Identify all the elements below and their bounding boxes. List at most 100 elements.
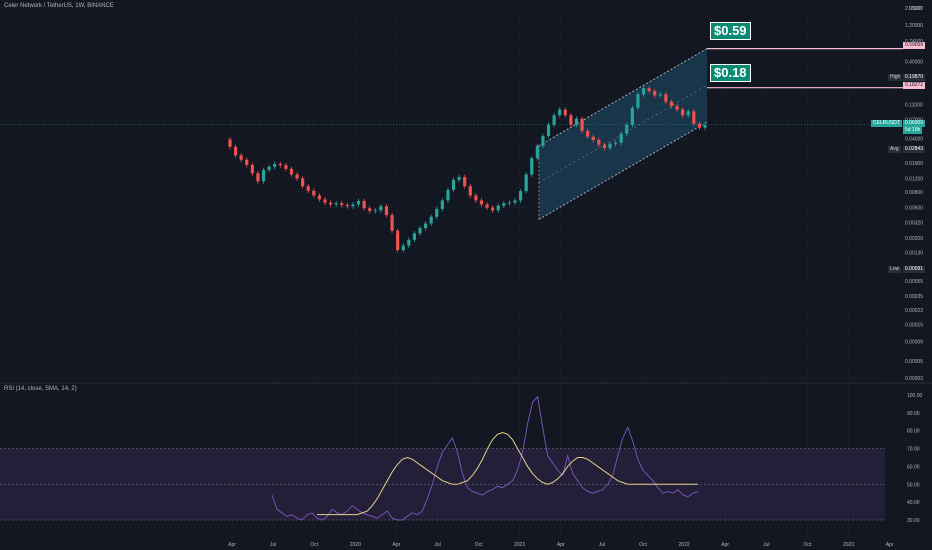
rsi-tick-label: 60.00 (907, 464, 920, 470)
candle-body (563, 109, 567, 116)
high-label: High (888, 74, 903, 81)
time-tick-label: Apr (721, 542, 729, 548)
candle-body (530, 158, 534, 175)
price-channel (538, 48, 707, 220)
time-tick-label: Oct (475, 542, 483, 548)
rsi-tick-label: 30.00 (907, 518, 920, 524)
candle-body (552, 115, 556, 125)
time-axis[interactable]: Apr Jul Oct 2020 Apr Jul Oct 2021 Apr Jul Oct 2022 A… (228, 542, 894, 548)
candle-body (306, 186, 310, 191)
candle-body (692, 111, 696, 124)
time-tick-label: 2020 (350, 542, 361, 548)
price-tick-label: 0.00005 (905, 359, 923, 365)
price-tick-label: 0.04000 (905, 136, 923, 142)
candle-body (664, 94, 668, 102)
time-tick-label: Apr (557, 542, 565, 548)
candle-body (597, 140, 601, 145)
candle-body (351, 204, 355, 207)
candle-body (256, 173, 260, 182)
time-tick-label: Jul (763, 542, 769, 548)
candle-body (390, 215, 394, 231)
candle-body (435, 208, 439, 217)
target-lines (0, 48, 903, 126)
candle-body (479, 200, 484, 205)
rsi-tick-label: 100.00 (907, 393, 923, 399)
candle-body (295, 174, 299, 179)
price-axis[interactable]: 2.000001.200000.740000.400000.240000.110… (905, 6, 923, 382)
rsi-tick-label: 80.00 (907, 429, 920, 435)
candle-body (502, 203, 506, 206)
candle-body (239, 155, 243, 160)
candle-body (535, 145, 539, 159)
candle-body (379, 206, 383, 211)
candle-body (463, 177, 467, 187)
upper-target-callout: $0.59 (710, 22, 751, 40)
rsi-line (271, 395, 699, 521)
candle-body (474, 195, 478, 201)
lower-target-callout: $0.18 (710, 64, 751, 82)
candle-body (373, 210, 377, 212)
time-tick-label: Jul (434, 542, 440, 548)
candle-body (630, 107, 634, 125)
symbol-tag: CELRUSDT (871, 120, 902, 127)
candle-body (619, 133, 623, 143)
rsi-tick-label: 40.00 (907, 500, 920, 506)
candle-body (312, 190, 316, 196)
candle-body (401, 245, 405, 250)
candle-body (429, 216, 433, 224)
candle-body (407, 239, 411, 246)
candle-body (451, 179, 456, 190)
candle-body (613, 142, 618, 144)
time-tick-label: Oct (639, 542, 647, 548)
candle-body (334, 203, 338, 205)
candle-body (261, 169, 266, 182)
price-tick-label: 0.00023 (905, 308, 923, 314)
channel-upper-line (538, 48, 708, 147)
candle-body (625, 124, 629, 134)
low-label: Low (888, 266, 902, 273)
candle-body (608, 143, 612, 148)
candle-body (558, 109, 562, 116)
rsi-sma-line (317, 431, 698, 516)
candle-body (513, 200, 517, 203)
channel-lower-line (538, 121, 708, 220)
candle-body (641, 88, 646, 95)
candle-body (546, 124, 551, 136)
candle-body (669, 101, 674, 107)
price-tick-label: 0.40000 (905, 60, 923, 66)
rsi-axis[interactable]: 100.00 90.00 80.00 70.00 60.00 50.00 40.00 30.0… (907, 393, 923, 524)
candle-body (653, 91, 657, 96)
candle-body (602, 144, 607, 148)
rsi-tick-label: 90.00 (907, 411, 920, 417)
candle-body (317, 195, 322, 200)
rsi-title: RSI (14, close, SMA, 14, 2) (4, 386, 77, 392)
candle-body (675, 106, 679, 110)
candle-body (703, 124, 707, 128)
candle-body (569, 115, 573, 125)
candle-body (686, 111, 690, 116)
candle-body (485, 204, 489, 208)
channel-mid-line (538, 85, 708, 183)
time-tick-label: Oct (804, 542, 812, 548)
candle-body (541, 135, 545, 146)
price-tick-label: 0.00200 (905, 236, 923, 242)
candle-body (457, 177, 461, 180)
time-tick-label: Jul (599, 542, 605, 548)
time-tick-label: Oct (310, 542, 318, 548)
low-value: 0.00091 (903, 266, 926, 273)
candles (228, 85, 707, 253)
price-tick-label: 0.00015 (905, 322, 923, 328)
candle-body (524, 174, 528, 192)
candle-body (423, 223, 428, 229)
time-tick-label: 2023 (843, 542, 854, 548)
candle-body (586, 130, 590, 137)
price-tick-label: 0.01200 (905, 176, 923, 182)
candle-body (345, 205, 349, 207)
candle-body (362, 200, 366, 209)
candle-body (356, 200, 361, 205)
price-tick-label: 0.00800 (905, 190, 923, 196)
candle-body (233, 146, 238, 156)
price-tick-label: 0.00035 (905, 294, 923, 300)
candle-body (284, 165, 288, 169)
candle-body (636, 94, 640, 108)
